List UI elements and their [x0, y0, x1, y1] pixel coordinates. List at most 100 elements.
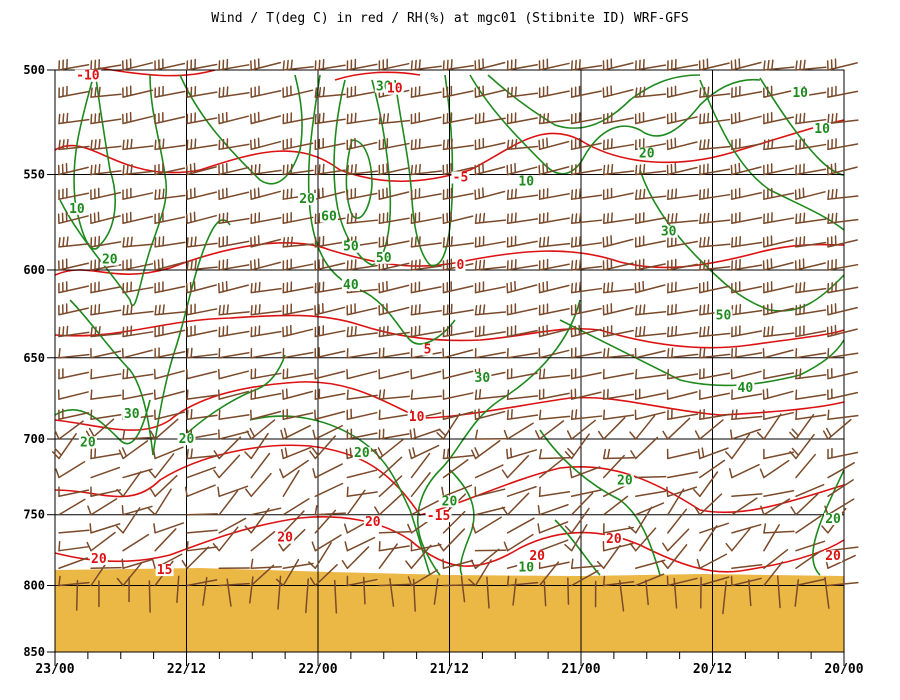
- wind-barb: [506, 409, 539, 421]
- wind-barb: [827, 188, 859, 200]
- wind-barb: [148, 453, 175, 479]
- x-tick-label: 20/00: [824, 662, 863, 677]
- temp-label-bg: [407, 411, 426, 424]
- wind-barb: [666, 162, 698, 176]
- wind-barb: [346, 489, 366, 516]
- wind-barb: [570, 409, 603, 421]
- wind-barb: [309, 435, 337, 460]
- wind-barb: [748, 579, 752, 607]
- wind-barb: [699, 408, 731, 421]
- rh-contour-label: 10: [69, 202, 85, 217]
- rh-contour-label: 20: [299, 192, 315, 207]
- wind-barb: [795, 281, 827, 294]
- chart-title: Wind / T(deg C) in red / RH(%) at mgc01 …: [211, 11, 688, 26]
- wind-barb: [58, 138, 90, 151]
- temp-label-bg: [528, 550, 547, 563]
- y-tick-label: 700: [23, 432, 45, 446]
- wind-barb: [147, 488, 172, 516]
- wind-barb: [538, 258, 570, 271]
- wind-barb: [699, 163, 731, 176]
- wind-barb: [217, 389, 249, 400]
- wind-barb: [249, 187, 281, 200]
- wind-barb: [152, 446, 184, 460]
- wind-barb: [314, 303, 346, 316]
- wind-barb: [250, 58, 282, 71]
- wind-barb: [667, 408, 699, 421]
- wind-barb: [731, 389, 763, 400]
- wind-barb: [346, 348, 378, 359]
- wind-barb: [596, 543, 622, 569]
- wind-barb: [314, 235, 346, 248]
- wind-barb: [538, 368, 571, 380]
- temp-label-bg: [425, 510, 452, 523]
- wind-barb: [218, 138, 250, 151]
- wind-barb: [90, 235, 122, 248]
- rh-contour-label: 50: [376, 251, 392, 266]
- temp-label-bg: [422, 343, 433, 356]
- wind-barb: [75, 579, 79, 611]
- rh-contour-label: 30: [661, 225, 677, 240]
- wind-barb: [570, 59, 603, 71]
- wind-barb: [154, 163, 186, 176]
- wind-barb: [250, 558, 282, 569]
- wind-barb: [442, 510, 466, 534]
- wind-barb: [186, 86, 218, 98]
- wind-barb: [635, 163, 667, 176]
- temp-label-bg: [155, 564, 174, 577]
- wind-barb: [186, 325, 218, 338]
- wind-barb: [90, 138, 122, 151]
- wind-barb: [570, 85, 602, 98]
- wind-barb: [442, 138, 474, 151]
- wind-barb: [666, 112, 698, 125]
- wind-barb: [186, 112, 218, 125]
- wind-barb: [186, 187, 218, 200]
- y-tick-label: 550: [23, 168, 45, 182]
- wind-barb: [538, 112, 571, 125]
- wind-barb: [90, 86, 122, 98]
- wind-barbs: [52, 58, 859, 615]
- temperature-contour-label: 5: [424, 343, 432, 358]
- wind-barb: [154, 211, 186, 225]
- wind-barb: [697, 447, 729, 460]
- wind-barb: [346, 469, 378, 479]
- wind-barb: [52, 433, 77, 460]
- wind-barb: [635, 388, 666, 400]
- wind-barb: [759, 459, 790, 479]
- wind-barb: [794, 258, 826, 271]
- wind-barb: [602, 281, 635, 294]
- y-tick-label: 650: [23, 351, 45, 365]
- wind-barb: [795, 453, 817, 479]
- wind-barb: [314, 482, 344, 498]
- wind-barb: [346, 368, 378, 380]
- wind-barb: [474, 187, 506, 200]
- wind-barb: [346, 303, 378, 316]
- wind-barb: [116, 507, 141, 534]
- wind-barb: [374, 493, 403, 516]
- wind-barb: [282, 85, 314, 98]
- wind-barb: [794, 579, 800, 607]
- wind-barb: [58, 575, 90, 587]
- wind-barb: [699, 259, 731, 271]
- wind-barb: [282, 137, 314, 151]
- wind-barb: [410, 325, 442, 338]
- wind-barb: [410, 259, 442, 271]
- wind-barb: [309, 564, 338, 587]
- wind-barb: [154, 138, 186, 151]
- wind-barb: [154, 235, 186, 248]
- wind-barb: [776, 575, 781, 609]
- rh-label-bg: [615, 474, 634, 487]
- wind-barb: [186, 540, 218, 552]
- wind-barb: [282, 510, 305, 534]
- wind-barb: [763, 548, 789, 569]
- wind-barb: [346, 389, 378, 400]
- wind-barb: [503, 533, 534, 552]
- wind-barb: [570, 137, 602, 151]
- wind-barb: [333, 579, 338, 614]
- wind-barb: [314, 505, 347, 516]
- wind-barb: [602, 409, 635, 421]
- wind-barb: [314, 325, 346, 338]
- wind-barb: [90, 486, 122, 498]
- wind-barb: [250, 212, 282, 225]
- wind-barb: [442, 584, 475, 587]
- wind-barb: [694, 419, 724, 440]
